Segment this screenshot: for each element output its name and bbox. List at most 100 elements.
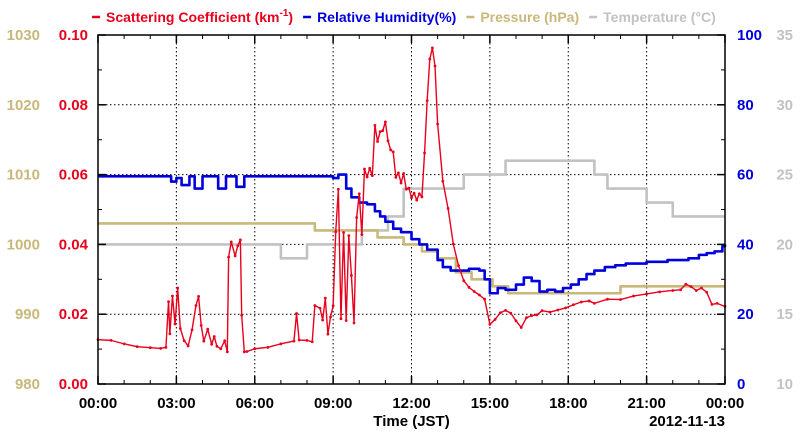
- pressure-tick-label: 1000: [7, 236, 40, 253]
- scattering-coefficient-point: [504, 308, 507, 312]
- scattering-coefficient-point: [391, 150, 395, 154]
- scattering-coefficient-point: [410, 196, 413, 200]
- scattering-coefficient-point: [509, 311, 513, 315]
- scattering-coefficient-point: [376, 140, 379, 143]
- temperature-tick-label: 35: [776, 27, 793, 44]
- legend-item: Temperature (°C): [589, 9, 716, 25]
- scattering-coefficient-point: [397, 171, 400, 175]
- scattering-coefficient-point: [467, 285, 471, 289]
- scattering-coefficient-point: [404, 187, 408, 191]
- x-tick-label: 18:00: [549, 395, 587, 412]
- scattering-coefficient-point: [159, 347, 163, 350]
- scattering-tick-label: 0.08: [59, 97, 88, 114]
- legend: Scattering Coefficient (km-1) Relative Hu…: [92, 8, 716, 25]
- scattering-coefficient-point: [478, 293, 481, 297]
- scattering-coefficient-point: [210, 342, 214, 346]
- scattering-coefficient-point: [632, 294, 635, 298]
- scattering-coefficient-point: [313, 304, 317, 307]
- scattering-coefficient-point: [122, 342, 126, 346]
- scattering-coefficient-point: [206, 327, 210, 331]
- humidity-tick-label: 60: [737, 167, 754, 184]
- scattering-coefficient-point: [350, 274, 353, 277]
- scattering-coefficient-point: [436, 122, 440, 126]
- x-axis-label: Time (JST): [373, 413, 449, 430]
- date-label: 2012-11-13: [649, 413, 725, 430]
- scattering-coefficient-point: [168, 332, 172, 336]
- humidity-tick-label: 0: [737, 376, 745, 393]
- scattering-coefficient-point: [240, 313, 244, 317]
- temperature-tick-label: 15: [776, 306, 793, 323]
- x-tick-label: 00:00: [79, 395, 117, 412]
- scattering-coefficient-point: [339, 317, 343, 321]
- scattering-coefficient-point: [310, 340, 314, 344]
- legend-item: Relative Humidity(%): [303, 9, 456, 25]
- temperature-series-line: [98, 159, 725, 260]
- scattering-coefficient-point: [415, 198, 419, 202]
- scattering-coefficient-point: [357, 192, 361, 196]
- scattering-coefficient-point: [370, 174, 374, 178]
- scattering-coefficient-point: [412, 191, 416, 195]
- pressure-tick-label: 990: [15, 306, 40, 323]
- scattering-coefficient-point: [710, 303, 714, 306]
- scattering-coefficient-point: [336, 187, 340, 191]
- scattering-coefficient-point: [227, 255, 231, 259]
- scattering-coefficient-point: [389, 148, 392, 152]
- scattering-coefficient-point: [441, 179, 445, 183]
- scattering-coefficient-point: [684, 282, 688, 286]
- scattering-coefficient-point: [323, 296, 327, 300]
- scattering-coefficient-point: [334, 230, 338, 234]
- x-tick-label: 09:00: [314, 395, 352, 412]
- scattering-coefficient-point: [305, 338, 309, 342]
- scattering-coefficient-point: [368, 166, 372, 170]
- pressure-tick-label: 980: [15, 376, 40, 393]
- scattering-coefficient-point: [167, 300, 170, 304]
- pressure-tick-label: 1010: [7, 167, 40, 184]
- scattering-coefficient-point: [242, 350, 246, 354]
- scattering-coefficient-point: [378, 130, 382, 134]
- scattering-coefficient-point: [394, 175, 398, 179]
- scattering-coefficient-point: [606, 297, 609, 301]
- scattering-coefficient-point: [135, 345, 139, 349]
- scattering-coefficient-point: [402, 172, 406, 175]
- scattering-coefficient-point: [182, 339, 186, 343]
- scattering-coefficient-point: [519, 326, 523, 329]
- scattering-coefficient-point: [225, 350, 229, 354]
- scattering-coefficient-point: [331, 304, 335, 308]
- x-tick-label: 12:00: [392, 395, 430, 412]
- scattering-coefficient-point: [355, 216, 359, 219]
- scattering-coefficient-point: [428, 57, 432, 61]
- scattering-coefficient-point: [109, 338, 113, 342]
- pressure-tick-label: 1030: [7, 27, 40, 44]
- scattering-coefficient-point: [186, 344, 190, 348]
- x-tick-label: 03:00: [157, 395, 195, 412]
- scattering-coefficient-point: [229, 240, 233, 244]
- scattering-tick-label: 0.10: [59, 27, 88, 44]
- scattering-coefficient-point: [295, 312, 298, 315]
- temperature-tick-label: 20: [776, 236, 793, 253]
- humidity-tick-label: 80: [737, 97, 754, 114]
- scattering-coefficient-point: [344, 319, 348, 322]
- scattering-coefficient-point: [446, 207, 450, 210]
- scattering-coefficient-point: [619, 298, 622, 301]
- axes-layer: 00:00 03:00 06:00 09:00 12:00 15:00 18:00 21:00…: [7, 27, 793, 412]
- humidity-tick-label: 20: [737, 306, 754, 323]
- series-layer: [96, 46, 727, 354]
- scattering-coefficient-point: [238, 238, 242, 242]
- scattering-coefficient-point: [715, 301, 719, 305]
- scattering-coefficient-point: [420, 195, 424, 199]
- scattering-coefficient-point: [425, 99, 429, 103]
- legend-label: Relative Humidity(%): [317, 9, 456, 25]
- scattering-coefficient-point: [407, 186, 411, 190]
- scattering-coefficient-point: [197, 295, 200, 298]
- scattering-coefficient-point: [347, 234, 351, 238]
- scattering-coefficient-point: [329, 315, 332, 319]
- humidity-tick-label: 40: [737, 236, 754, 253]
- scattering-coefficient-point: [658, 290, 662, 294]
- scattering-coefficient-point: [212, 335, 216, 338]
- scattering-coefficient-point: [483, 297, 487, 301]
- scattering-coefficient-point: [417, 192, 421, 196]
- scattering-coefficient-point: [173, 322, 177, 326]
- scattering-coefficient-point: [548, 310, 552, 314]
- scattering-coefficient-point: [700, 286, 703, 290]
